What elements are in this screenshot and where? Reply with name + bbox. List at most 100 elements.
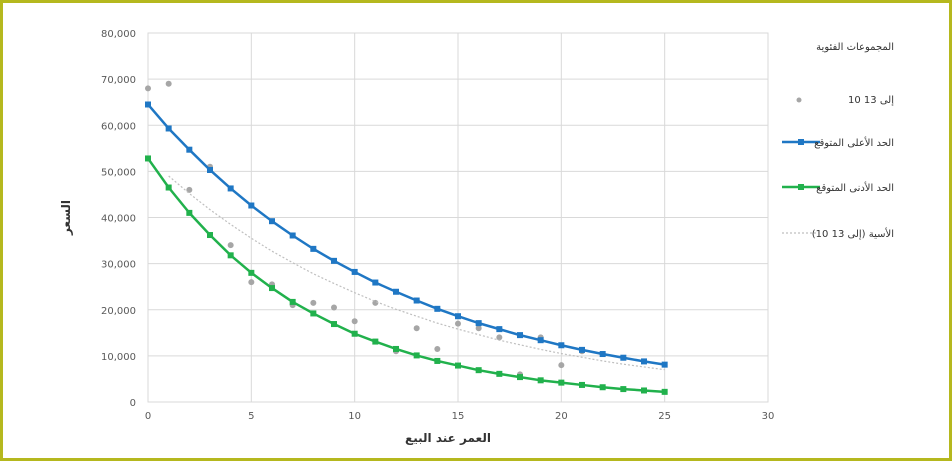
legend-label: 10 إلى 13 xyxy=(848,95,894,106)
series-marker xyxy=(599,351,606,358)
series-marker xyxy=(372,279,379,286)
series-2 xyxy=(145,155,668,395)
series-marker xyxy=(227,252,234,259)
scatter-point xyxy=(145,85,151,92)
legend-label: (10 إلى 13) الأسية xyxy=(812,227,894,240)
legend-marker xyxy=(798,184,804,190)
x-tick-label: 25 xyxy=(658,411,671,422)
series-marker xyxy=(145,155,151,162)
x-axis-title: العمر عند البيع xyxy=(405,431,491,445)
scatter-point xyxy=(248,279,255,286)
chart-svg: 0 10,000 20,000 30,000 40,000 50,000 60,000 70,… xyxy=(59,29,894,445)
series-marker xyxy=(165,125,172,132)
grid xyxy=(147,32,769,403)
scatter-point xyxy=(165,80,172,87)
y-tick-label: 20,000 xyxy=(101,306,136,317)
series-marker xyxy=(145,101,151,108)
series-marker xyxy=(186,209,193,216)
series-marker xyxy=(496,370,503,377)
series-marker xyxy=(207,166,213,173)
series-marker xyxy=(331,257,337,264)
series-marker xyxy=(661,361,668,368)
series-marker xyxy=(331,321,337,328)
series-marker xyxy=(207,232,213,239)
scatter-point xyxy=(455,320,461,327)
series-marker xyxy=(620,354,627,361)
series-marker xyxy=(558,379,565,386)
y-tick-label: 50,000 xyxy=(101,167,136,178)
y-tick-label: 70,000 xyxy=(101,75,136,86)
y-tick-label: 10,000 xyxy=(101,352,136,363)
scatter-point xyxy=(496,334,503,341)
series-marker xyxy=(434,305,441,312)
legend-label: الحد الأدنى المتوقع xyxy=(816,181,894,194)
legend-swatch xyxy=(796,97,802,103)
series-marker xyxy=(641,358,647,365)
y-axis-ticks: 0 10,000 20,000 30,000 40,000 50,000 60,000 70,… xyxy=(101,29,136,409)
series-marker xyxy=(496,326,503,333)
trendline xyxy=(168,175,665,371)
series-marker xyxy=(351,330,358,337)
y-tick-label: 0 xyxy=(130,398,136,409)
series-marker xyxy=(393,288,399,295)
scatter-point xyxy=(413,325,420,332)
series-marker xyxy=(372,338,379,345)
x-tick-label: 5 xyxy=(248,411,254,422)
legend-item: الحد الأدنى المتوقع xyxy=(782,181,894,194)
x-tick-label: 10 xyxy=(348,411,361,422)
series-marker xyxy=(248,202,255,209)
series-marker xyxy=(579,346,585,353)
scatter-point xyxy=(475,325,482,332)
legend-item: الحد الأعلى المتوقع xyxy=(782,136,894,149)
series-marker xyxy=(455,313,461,320)
series-marker xyxy=(517,332,523,339)
series-marker xyxy=(579,381,585,388)
series-marker xyxy=(413,352,420,359)
series-marker xyxy=(310,310,317,317)
x-axis-ticks: 0 5 10 15 20 25 30 xyxy=(145,411,775,422)
series-layer xyxy=(145,80,668,395)
series-marker xyxy=(227,185,234,192)
series-marker xyxy=(455,362,461,369)
series-3 xyxy=(168,175,665,371)
series-marker xyxy=(351,268,358,275)
series-marker xyxy=(517,374,523,381)
series-marker xyxy=(165,184,172,191)
scatter-point xyxy=(558,362,565,369)
series-marker xyxy=(393,345,399,352)
series-marker xyxy=(186,146,193,153)
series-marker xyxy=(289,232,296,239)
series-marker xyxy=(475,320,482,327)
y-axis-title: السعر xyxy=(59,200,73,236)
x-tick-label: 0 xyxy=(145,411,151,422)
series-marker xyxy=(661,388,668,395)
y-tick-label: 60,000 xyxy=(101,121,136,132)
series-marker xyxy=(289,298,296,305)
legend-item: 10 إلى 13 xyxy=(796,95,894,106)
series-marker xyxy=(248,269,255,276)
x-tick-label: 30 xyxy=(762,411,775,422)
series-marker xyxy=(310,245,317,252)
series-1 xyxy=(145,101,668,368)
series-marker xyxy=(269,285,275,292)
series-marker xyxy=(413,297,420,304)
scatter-point xyxy=(351,318,358,325)
y-tick-label: 40,000 xyxy=(101,214,136,225)
series-marker xyxy=(434,357,441,364)
legend-label: الحد الأعلى المتوقع xyxy=(814,136,894,149)
series-marker xyxy=(599,384,606,391)
legend-item: (10 إلى 13) الأسية xyxy=(782,227,894,240)
series-marker xyxy=(269,218,275,225)
series-marker xyxy=(475,367,482,374)
scatter-point xyxy=(331,304,337,311)
x-tick-label: 20 xyxy=(555,411,568,422)
series-line xyxy=(146,157,665,394)
scatter-point xyxy=(227,242,234,249)
series-marker xyxy=(641,387,647,394)
series-line xyxy=(147,103,665,366)
legend-title: المجموعات الفئوية xyxy=(816,42,894,53)
scatter-point xyxy=(186,186,193,193)
legend: المجموعات الفئوية 10 إلى 13 الحد الأعلى ال… xyxy=(782,42,894,240)
series-marker xyxy=(620,386,627,393)
y-tick-label: 80,000 xyxy=(101,29,136,40)
